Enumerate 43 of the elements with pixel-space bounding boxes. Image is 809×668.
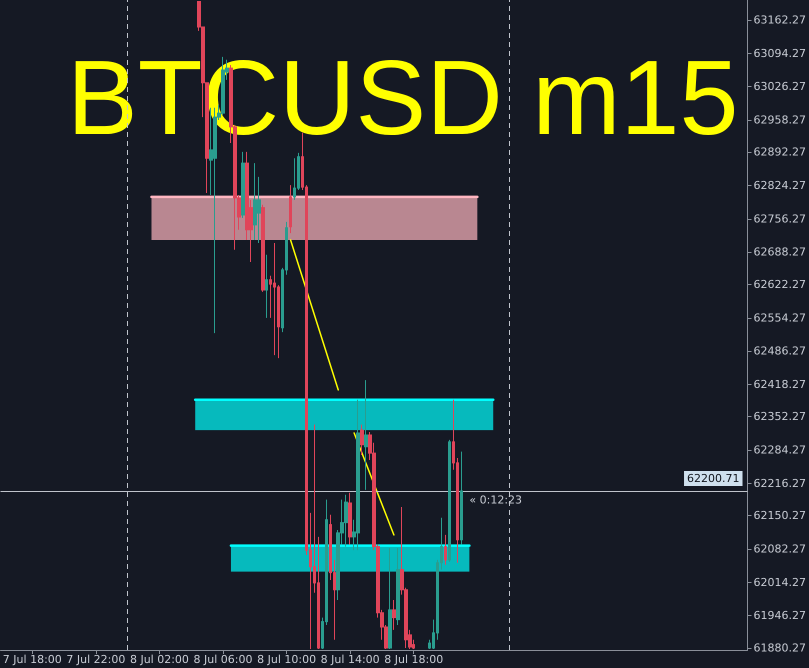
candlestick xyxy=(265,254,268,318)
y-tick-label: 62150.27 xyxy=(754,509,806,522)
y-tick-label: 61946.27 xyxy=(754,609,806,622)
y-tick-label: 63026.27 xyxy=(754,80,806,94)
y-tick-label: 63162.27 xyxy=(754,13,806,26)
y-tick-label: 62352.27 xyxy=(754,410,806,424)
y-tick-label: 62082.27 xyxy=(754,542,806,556)
y-tick-label: 62014.27 xyxy=(754,576,806,589)
candlestick xyxy=(289,184,292,234)
y-tick-label: 62892.27 xyxy=(754,146,806,159)
candlestick xyxy=(261,204,265,292)
candlestick xyxy=(360,424,364,456)
y-tick-label: 61880.27 xyxy=(754,641,806,654)
x-tick-label: 7 Jul 18:00 xyxy=(2,653,62,666)
y-tick-label: 62756.27 xyxy=(754,212,806,226)
ref-line-label: 62200.71 xyxy=(687,472,740,485)
y-tick-label: 62688.27 xyxy=(754,246,806,259)
candlestick xyxy=(241,151,245,218)
y-tick-label: 62824.27 xyxy=(754,179,806,192)
x-tick-label: 7 Jul 22:00 xyxy=(66,653,126,666)
annotation: « 0:12:23 xyxy=(469,493,522,506)
y-tick-label: 62284.27 xyxy=(754,444,806,457)
y-tick-label: 62216.27 xyxy=(754,476,806,490)
x-tick-label: 8 Jul 02:00 xyxy=(130,653,189,666)
candlestick xyxy=(348,492,352,546)
x-tick-label: 8 Jul 14:00 xyxy=(320,653,380,666)
candlestick xyxy=(273,242,276,356)
y-tick-label: 62958.27 xyxy=(754,113,806,126)
y-tick-label: 62418.27 xyxy=(754,378,806,391)
x-tick-label: 8 Jul 18:00 xyxy=(384,653,444,666)
candlestick xyxy=(356,399,360,551)
x-tick-label: 8 Jul 06:00 xyxy=(194,653,252,666)
y-tick-label: 62486.27 xyxy=(754,344,806,358)
candlestick xyxy=(388,548,392,650)
y-tick-label: 62622.27 xyxy=(754,278,806,291)
candlestick xyxy=(392,600,396,630)
x-tick-label: 8 Jul 10:00 xyxy=(257,653,316,666)
candlestick xyxy=(364,380,368,490)
y-tick-label: 62554.27 xyxy=(754,311,806,324)
y-tick-label: 63094.27 xyxy=(754,46,806,60)
candlestick xyxy=(396,548,400,626)
candlestick xyxy=(344,494,348,548)
candlestick xyxy=(253,162,257,241)
